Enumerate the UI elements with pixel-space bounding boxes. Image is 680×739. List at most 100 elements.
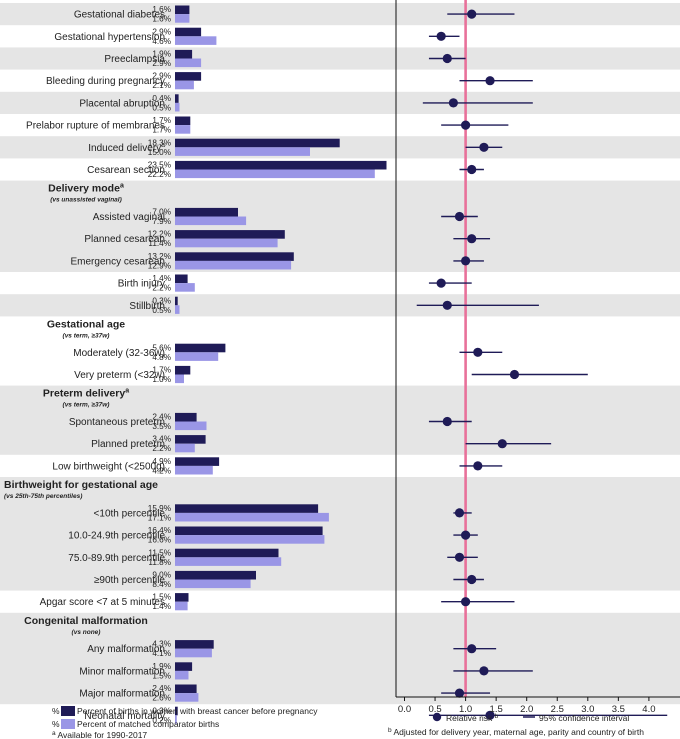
comparator-bar [175, 283, 195, 292]
row-label-sup: a [161, 142, 165, 149]
row-label: Gestational hypertension [54, 32, 165, 43]
row-label: Prelabor rupture of membranes [26, 121, 165, 132]
cancer-bar [175, 160, 387, 170]
row-label: Spontaneous preterm [69, 417, 165, 428]
comparator-percent-label: 16.6% [148, 536, 171, 545]
row-label-text: Apgar score <7 at 5 minutes [40, 597, 165, 608]
row-label: ≥90th percentile [94, 575, 166, 586]
comparator-percent-label: 4.1% [152, 649, 171, 658]
row-label-text: Gestational diabetes [74, 10, 165, 21]
cancer-bar [175, 94, 179, 103]
legend-bar-prefix: % [52, 706, 60, 716]
footnote-b-sup: b [388, 727, 392, 734]
cancer-percent-label: 16.4% [148, 526, 171, 535]
rr-point [442, 300, 452, 310]
section-subheader: (vs 25th-75th percentiles) [4, 493, 82, 500]
cancer-bar [175, 640, 214, 649]
row-label-text: Preeclampsia [104, 54, 165, 65]
row-label-text: ≥90th percentile [94, 575, 166, 586]
row-label: Induced deliverya [88, 142, 165, 154]
cancer-percent-label: 3.4% [152, 435, 171, 444]
row-label: Stillbirth [129, 301, 165, 312]
section-subheader: (vs none) [72, 629, 101, 636]
comparator-percent-label: 2.9% [152, 59, 171, 68]
row-label-text: Planned cesarean [84, 234, 165, 245]
band-right [396, 47, 680, 70]
cancer-percent-label: 1.9% [152, 50, 171, 59]
rr-point [454, 688, 465, 698]
rr-point [467, 644, 477, 654]
comparator-bar [175, 352, 219, 361]
row-label-text: Assisted vaginal [93, 212, 165, 223]
comparator-bar [175, 36, 217, 45]
comparator-percent-label: 4.8% [152, 353, 171, 362]
row-label: 75.0-89.9th percentile [68, 553, 165, 564]
row-label: Bleeding during pregnancy [46, 76, 165, 87]
cancer-percent-label: 12.2% [148, 230, 171, 239]
comparator-bar [175, 14, 190, 23]
cancer-bar [175, 706, 178, 716]
legend-bar-label: Percent of births in women with breast c… [77, 706, 318, 716]
row-label: Planned cesarean [84, 234, 165, 245]
cancer-bar [175, 365, 191, 375]
cancer-bar [175, 343, 226, 353]
cancer-percent-label: 1.7% [152, 366, 171, 375]
row-labels: Gestational diabetes Gestational hyperten… [4, 10, 165, 722]
cancer-bar [175, 252, 294, 261]
legend-bar-label: Percent of matched comparator births [77, 719, 219, 729]
rr-point [509, 369, 520, 380]
footnote-a-sup: a [52, 730, 56, 737]
row-label-text: Gestational hypertension [54, 32, 165, 43]
comparator-bar [175, 216, 247, 226]
comparator-percent-label: 0.5% [152, 103, 171, 112]
row-label-text: Minor malformation [79, 666, 165, 677]
footnote-a-text: Available for 1990-2017 [56, 730, 148, 739]
comparator-percent-label: 15.0% [148, 148, 171, 157]
section-header: Birthweight for gestational age [4, 479, 158, 491]
comparator-bar [175, 238, 278, 248]
comparator-percent-label: 22.2% [148, 170, 171, 179]
comparator-bar [175, 421, 207, 431]
band-left [0, 3, 396, 26]
band-right [396, 612, 680, 705]
cancer-percent-label: 2.9% [152, 27, 171, 36]
legend-relative-risk: Relative risk b [446, 713, 499, 723]
section-header-text: Preterm delivery [43, 388, 125, 400]
cancer-percent-label: 1.9% [152, 662, 171, 671]
comparator-bar [175, 465, 213, 475]
row-label-text: <10th percentile [94, 508, 166, 519]
row-label-text: 10.0-24.9th percentile [68, 531, 165, 542]
cancer-bar [175, 49, 193, 59]
comparator-percent-label: 2.6% [152, 694, 171, 703]
cancer-bar [175, 138, 340, 148]
section-subheader: (vs term, ≥37w) [63, 402, 110, 409]
row-label-text: Neonatal mortality [84, 711, 165, 722]
cancer-bar [175, 274, 188, 284]
cancer-percent-label: 23.5% [148, 161, 171, 170]
row-label-text: Planned preterm [91, 439, 165, 450]
x-tick-label: 0.5 [428, 704, 441, 715]
rr-point [479, 666, 489, 676]
comparator-percent-label: 8.4% [152, 580, 171, 589]
comparator-bar [175, 670, 189, 680]
section-subheader: (vs unassisted vaginal) [50, 197, 122, 204]
cancer-percent-label: 7.0% [152, 208, 171, 217]
comparator-percent-label: 7.9% [152, 217, 171, 226]
section-subheader: (vs term, ≥37w) [63, 332, 110, 339]
row-label-text: Moderately (32-36w) [73, 348, 165, 359]
section-header-text: Congenital malformation [24, 615, 148, 627]
row-label-text: Spontaneous preterm [69, 417, 165, 428]
x-tick-label: 2.0 [520, 704, 533, 715]
rr-point [461, 120, 471, 130]
row-label-text: Any malformation [87, 644, 165, 655]
comparator-percent-label: 1.5% [152, 671, 171, 680]
rr-point [473, 461, 483, 471]
legend-swatch [61, 719, 75, 729]
footnote-a: a Available for 1990-2017 [52, 730, 147, 739]
legend-relative-risk-text: Relative risk [446, 713, 495, 723]
cancer-bar [175, 296, 178, 306]
rr-point [461, 530, 471, 540]
comparator-percent-label: 11.8% [148, 558, 171, 567]
band-right [396, 3, 680, 26]
comparator-percent-label: 2.1% [152, 81, 171, 90]
